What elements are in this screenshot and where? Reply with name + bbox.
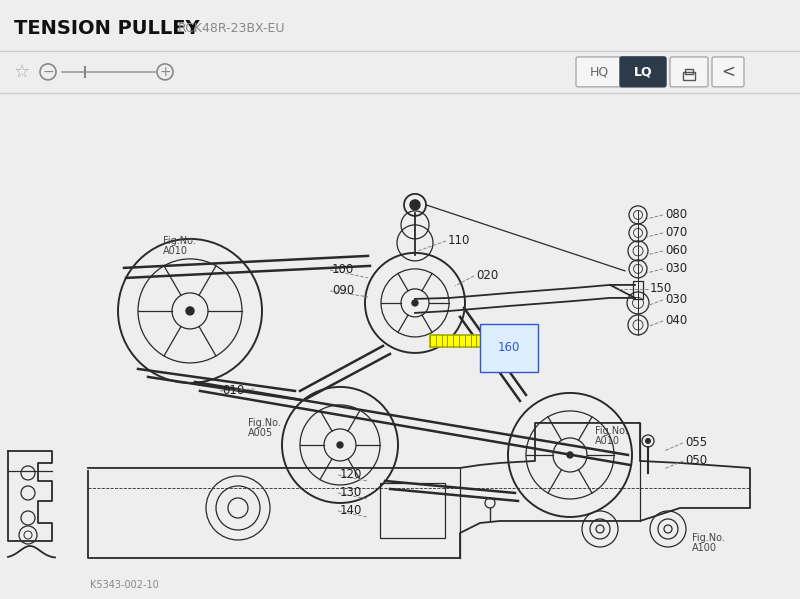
Text: −: − [42,65,54,79]
Text: 150: 150 [650,282,672,295]
Text: ☆: ☆ [14,63,30,81]
Text: A010: A010 [595,436,620,446]
Circle shape [410,200,420,210]
Text: 140: 140 [340,504,362,518]
Circle shape [412,300,418,306]
Text: K5343-002-10: K5343-002-10 [90,580,158,590]
Text: 055: 055 [685,437,707,449]
Text: RCK48R-23BX-EU: RCK48R-23BX-EU [178,22,286,35]
Circle shape [567,452,573,458]
Circle shape [186,307,194,315]
Text: 010: 010 [222,385,244,397]
Text: 120: 120 [340,468,362,482]
Text: 160: 160 [498,341,520,355]
Bar [683,72,695,80]
Text: 050: 050 [685,455,707,467]
Bar [430,335,488,347]
Text: 040: 040 [665,314,687,328]
Bar [685,69,693,74]
Text: 030: 030 [665,262,687,276]
FancyBboxPatch shape [576,57,622,87]
Text: 020: 020 [476,270,498,282]
Text: A100: A100 [692,543,717,553]
Text: <: < [721,63,735,81]
Text: Fig.No.: Fig.No. [595,426,628,436]
FancyBboxPatch shape [670,57,708,87]
Text: +: + [159,65,171,79]
Text: 130: 130 [340,486,362,500]
Text: Fig.No.: Fig.No. [163,236,196,246]
Text: 080: 080 [665,208,687,222]
Bar [380,483,445,538]
Text: A005: A005 [248,428,273,438]
Text: TENSION PULLEY: TENSION PULLEY [14,19,200,38]
FancyBboxPatch shape [620,57,666,87]
Circle shape [337,442,343,448]
Text: Fig.No.: Fig.No. [692,533,725,543]
Circle shape [645,438,651,444]
Text: 100: 100 [332,264,354,276]
Text: 070: 070 [665,226,687,240]
Text: 110: 110 [448,234,470,247]
FancyBboxPatch shape [712,57,744,87]
Text: 030: 030 [665,294,687,307]
Text: 060: 060 [665,244,687,258]
Text: A010: A010 [163,246,188,256]
Text: LQ: LQ [634,65,652,78]
Text: Fig.No.: Fig.No. [248,418,281,428]
Text: 090: 090 [332,285,354,298]
Bar [633,281,643,299]
Text: HQ: HQ [590,65,609,78]
